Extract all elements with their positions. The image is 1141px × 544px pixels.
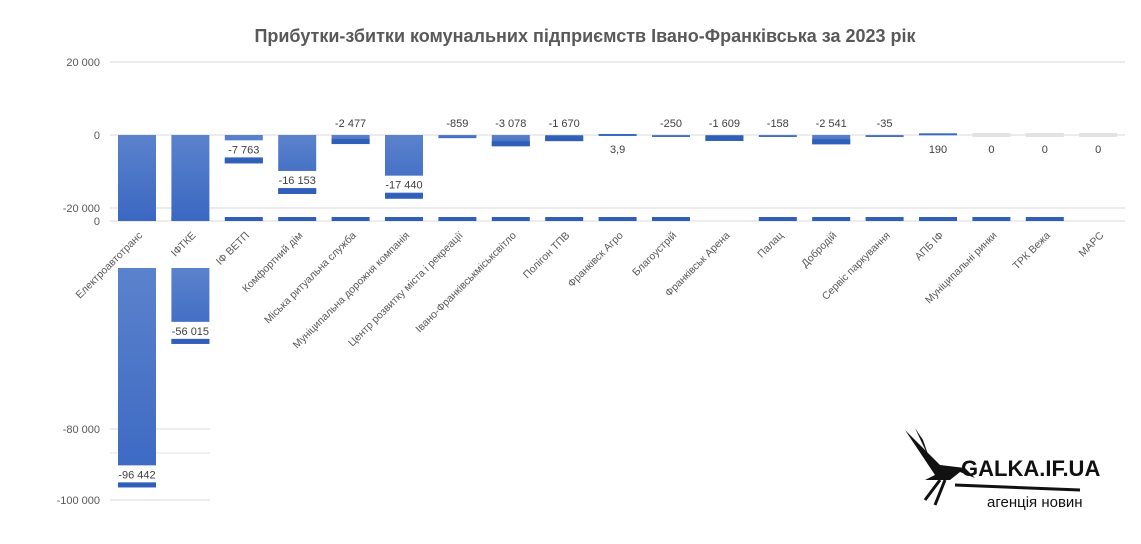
bar-base-stub xyxy=(1025,217,1064,221)
bar xyxy=(438,135,477,139)
data-label: -859 xyxy=(446,118,468,130)
data-label: -1 609 xyxy=(709,118,740,130)
x-tick-label: Івано-Франківськміськсвітло xyxy=(413,230,519,336)
data-label: -96 442 xyxy=(118,469,155,481)
data-label: -56 015 xyxy=(172,326,209,338)
x-tick-label: Добродій xyxy=(799,230,839,270)
x-tick-label: Палац xyxy=(755,230,786,261)
x-tick-label: Міська ритуальна служба xyxy=(262,230,359,327)
bar xyxy=(865,135,904,137)
y-tick-label: 0 xyxy=(94,130,100,142)
x-tick-label: АПБ ІФ xyxy=(913,230,946,263)
bar-end-cap xyxy=(545,136,584,142)
x-tick-label: ІФ ВЕТП xyxy=(214,230,252,268)
chart-title: Прибутки-збитки комунальних підприємств … xyxy=(254,26,916,46)
y-tick-label: -20 000 xyxy=(63,203,100,215)
bar-base-stub xyxy=(491,217,530,221)
bar-base-stub xyxy=(652,217,690,221)
bar xyxy=(972,133,1011,137)
bar-base-stub xyxy=(224,217,263,221)
bar-end-cap xyxy=(705,135,744,141)
data-label: -158 xyxy=(767,118,789,130)
bar xyxy=(1079,133,1118,137)
data-label: -2 477 xyxy=(335,118,366,130)
x-tick-label: Полігон ТПВ xyxy=(521,230,572,281)
bar-upper-part xyxy=(171,135,210,221)
bar-base-stub xyxy=(865,217,904,221)
data-label: 190 xyxy=(929,144,947,156)
data-label: -35 xyxy=(877,118,893,130)
x-tick-label: Франківск Агро xyxy=(566,230,626,290)
bar-end-cap xyxy=(491,141,530,147)
y-tick-label: 20 000 xyxy=(66,57,100,69)
data-label: 3,9 xyxy=(610,144,625,156)
bar-base-stub xyxy=(972,217,1011,221)
data-label-bg xyxy=(112,465,162,483)
x-tick-label: ІФТКЕ xyxy=(169,230,199,260)
bar-base-stub xyxy=(812,217,851,221)
y-tick-label: -100 000 xyxy=(57,495,100,507)
bar xyxy=(598,133,637,136)
data-label: 0 xyxy=(1095,144,1101,156)
bar-end-cap xyxy=(812,139,851,145)
data-label: -17 440 xyxy=(385,180,422,192)
bar-end-cap xyxy=(118,482,156,488)
x-tick-label: Муніципальна дорожня компанія xyxy=(291,230,413,352)
data-label: -2 541 xyxy=(816,118,847,130)
data-label: 0 xyxy=(988,144,994,156)
bar xyxy=(758,135,797,137)
logo-tagline: агенція новин xyxy=(987,494,1083,511)
bar-base-stub xyxy=(331,217,370,221)
data-label: -16 153 xyxy=(279,175,316,187)
bar-end-cap xyxy=(278,188,317,194)
data-label-bg xyxy=(380,175,428,193)
bar-end-cap xyxy=(331,139,370,145)
bar-base-stub xyxy=(919,217,957,221)
logo: GALKA.IF.UA агенція новин xyxy=(895,420,1100,520)
bar xyxy=(491,135,530,147)
break-tick-label: 0 xyxy=(94,216,100,228)
data-label: -3 078 xyxy=(495,118,526,130)
data-label-bg xyxy=(165,321,216,339)
bar-base-stub xyxy=(598,217,637,221)
bar-upper-part xyxy=(118,135,156,221)
bar-base-stub xyxy=(438,217,477,221)
bar-base-stub xyxy=(758,217,797,221)
bar-base-stub xyxy=(545,217,584,221)
data-label: -1 670 xyxy=(549,118,580,130)
x-tick-label: МАРС xyxy=(1076,229,1106,259)
bird-logo-icon xyxy=(905,428,1081,506)
data-label: -250 xyxy=(660,118,682,130)
data-label: 0 xyxy=(1042,144,1048,156)
bar-end-cap xyxy=(224,158,263,164)
x-tick-label: ТРК Вежа xyxy=(1010,230,1053,273)
data-label-bg xyxy=(273,170,322,188)
logo-name: GALKA.IF.UA xyxy=(961,456,1101,481)
y-tick-label: -80 000 xyxy=(63,424,100,436)
x-tick-label: Центр розвитку міста і рекреації xyxy=(346,230,466,350)
x-tick-label: Благоустрій xyxy=(630,230,679,279)
bar xyxy=(919,133,957,136)
bar-base-stub xyxy=(385,217,423,221)
bar-end-cap xyxy=(171,338,210,344)
bar xyxy=(652,135,690,137)
bar-end-cap xyxy=(385,193,423,199)
data-label: -7 763 xyxy=(228,144,259,156)
bar xyxy=(1025,133,1064,137)
bar-lower-part xyxy=(118,268,156,488)
bar-base-stub xyxy=(278,217,317,221)
data-label-bg xyxy=(219,140,268,158)
